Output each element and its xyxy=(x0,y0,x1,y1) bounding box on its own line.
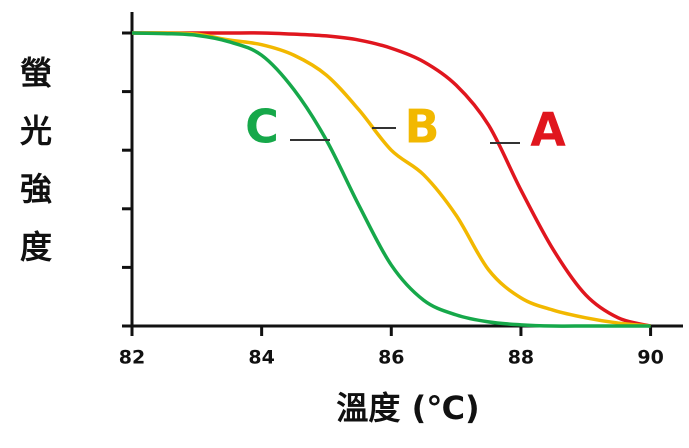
x-tick-label: 90 xyxy=(637,347,663,369)
series-line xyxy=(132,31,652,328)
legend-label: B xyxy=(404,100,439,154)
legend-label: C xyxy=(245,100,279,154)
series-line xyxy=(131,31,651,328)
x-tick-label: 88 xyxy=(508,347,534,369)
x-tick-label: 84 xyxy=(248,347,274,369)
x-axis-title: 溫度 (℃) xyxy=(336,389,479,427)
x-tick-label: 82 xyxy=(119,347,145,369)
y-axis-title: 螢光強度 xyxy=(20,54,52,266)
series-line xyxy=(131,31,651,328)
legend-label: A xyxy=(530,103,566,157)
x-tick-label: 86 xyxy=(378,347,404,369)
